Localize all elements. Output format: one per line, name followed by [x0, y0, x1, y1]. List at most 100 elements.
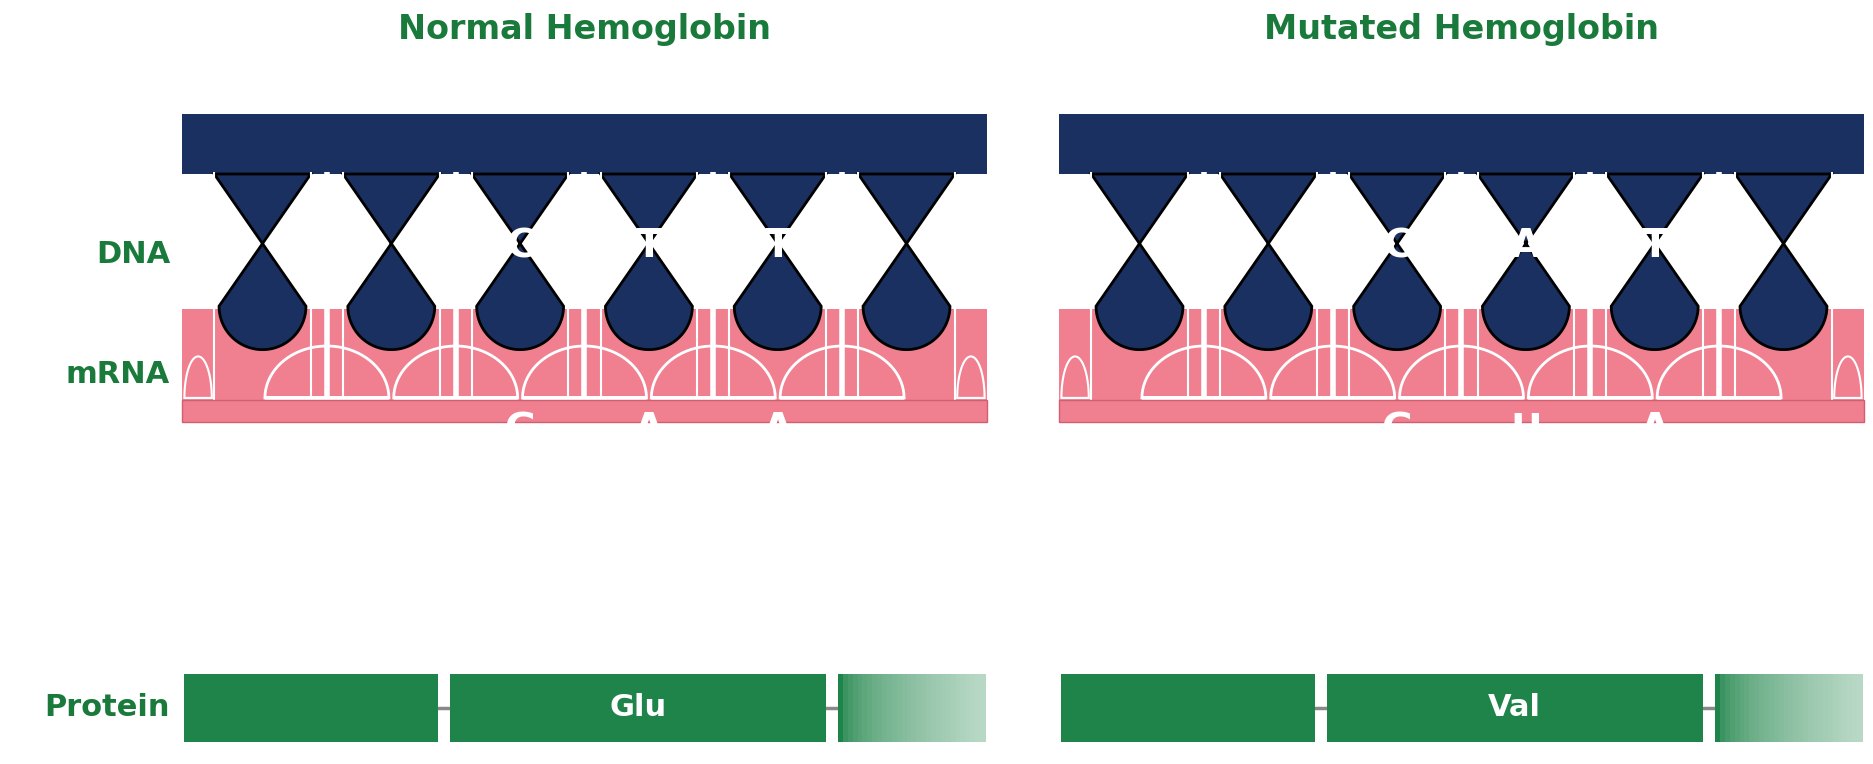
FancyBboxPatch shape: [910, 674, 918, 742]
FancyBboxPatch shape: [1783, 674, 1789, 742]
Polygon shape: [652, 346, 775, 398]
Text: Protein: Protein: [45, 694, 170, 723]
FancyBboxPatch shape: [946, 674, 951, 742]
FancyBboxPatch shape: [1058, 400, 1864, 422]
Text: A: A: [762, 411, 792, 449]
FancyBboxPatch shape: [1826, 674, 1832, 742]
Polygon shape: [264, 346, 390, 398]
FancyBboxPatch shape: [1058, 309, 1864, 422]
Text: mRNA: mRNA: [66, 360, 170, 389]
Polygon shape: [599, 174, 697, 350]
FancyBboxPatch shape: [1837, 674, 1843, 742]
Text: Normal Hemoglobin: Normal Hemoglobin: [397, 12, 770, 46]
FancyBboxPatch shape: [182, 114, 987, 174]
Text: DNA: DNA: [96, 239, 170, 268]
FancyBboxPatch shape: [837, 674, 843, 742]
Text: T: T: [1641, 227, 1667, 265]
FancyBboxPatch shape: [184, 674, 438, 742]
FancyBboxPatch shape: [1326, 674, 1703, 742]
FancyBboxPatch shape: [862, 674, 867, 742]
Text: G: G: [504, 411, 536, 449]
FancyBboxPatch shape: [1792, 674, 1798, 742]
Text: Mutated Hemoglobin: Mutated Hemoglobin: [1262, 12, 1658, 46]
Polygon shape: [1141, 346, 1264, 398]
FancyBboxPatch shape: [961, 674, 966, 742]
FancyBboxPatch shape: [882, 674, 888, 742]
FancyBboxPatch shape: [182, 400, 987, 422]
FancyBboxPatch shape: [1723, 674, 1731, 742]
FancyBboxPatch shape: [182, 309, 987, 422]
FancyBboxPatch shape: [886, 674, 892, 742]
FancyBboxPatch shape: [1822, 674, 1828, 742]
FancyBboxPatch shape: [847, 674, 854, 742]
FancyBboxPatch shape: [907, 674, 912, 742]
FancyBboxPatch shape: [1759, 674, 1764, 742]
FancyBboxPatch shape: [897, 674, 903, 742]
Polygon shape: [393, 346, 517, 398]
FancyBboxPatch shape: [1060, 674, 1313, 742]
Polygon shape: [1060, 357, 1088, 398]
Polygon shape: [1834, 357, 1860, 398]
Text: G: G: [1380, 411, 1412, 449]
Polygon shape: [1399, 346, 1523, 398]
FancyBboxPatch shape: [931, 674, 936, 742]
FancyBboxPatch shape: [450, 674, 826, 742]
FancyBboxPatch shape: [1851, 674, 1858, 742]
FancyBboxPatch shape: [1748, 674, 1755, 742]
Text: U: U: [1510, 411, 1541, 449]
FancyBboxPatch shape: [1847, 674, 1852, 742]
FancyBboxPatch shape: [1856, 674, 1862, 742]
FancyBboxPatch shape: [955, 674, 961, 742]
FancyBboxPatch shape: [1734, 674, 1740, 742]
Polygon shape: [1090, 174, 1187, 350]
FancyBboxPatch shape: [1817, 674, 1822, 742]
FancyBboxPatch shape: [970, 674, 976, 742]
FancyBboxPatch shape: [925, 674, 931, 742]
FancyBboxPatch shape: [1807, 674, 1813, 742]
Polygon shape: [1734, 174, 1830, 350]
FancyBboxPatch shape: [980, 674, 985, 742]
FancyBboxPatch shape: [1768, 674, 1774, 742]
Polygon shape: [1605, 174, 1703, 350]
Polygon shape: [343, 174, 440, 350]
Text: A: A: [633, 411, 663, 449]
Text: T: T: [764, 227, 790, 265]
Polygon shape: [729, 174, 826, 350]
FancyBboxPatch shape: [1753, 674, 1759, 742]
FancyBboxPatch shape: [1787, 674, 1794, 742]
Text: A: A: [1639, 411, 1669, 449]
Text: Glu: Glu: [609, 694, 667, 723]
FancyBboxPatch shape: [877, 674, 882, 742]
FancyBboxPatch shape: [922, 674, 927, 742]
Polygon shape: [523, 346, 646, 398]
Polygon shape: [1656, 346, 1779, 398]
Polygon shape: [214, 174, 311, 350]
FancyBboxPatch shape: [1058, 114, 1864, 174]
FancyBboxPatch shape: [1798, 674, 1804, 742]
FancyBboxPatch shape: [965, 674, 970, 742]
FancyBboxPatch shape: [935, 674, 942, 742]
Polygon shape: [779, 346, 903, 398]
FancyBboxPatch shape: [1762, 674, 1768, 742]
Polygon shape: [1528, 346, 1652, 398]
Text: C: C: [506, 227, 534, 265]
FancyBboxPatch shape: [867, 674, 873, 742]
Polygon shape: [1219, 174, 1317, 350]
FancyBboxPatch shape: [1714, 674, 1719, 742]
FancyBboxPatch shape: [901, 674, 907, 742]
Polygon shape: [957, 357, 983, 398]
FancyBboxPatch shape: [974, 674, 981, 742]
FancyBboxPatch shape: [1841, 674, 1847, 742]
FancyBboxPatch shape: [916, 674, 922, 742]
FancyBboxPatch shape: [1777, 674, 1783, 742]
Text: T: T: [635, 227, 661, 265]
FancyBboxPatch shape: [1811, 674, 1819, 742]
FancyBboxPatch shape: [1729, 674, 1734, 742]
Text: A: A: [1510, 227, 1540, 265]
FancyBboxPatch shape: [1738, 674, 1744, 742]
Polygon shape: [1270, 346, 1394, 398]
Polygon shape: [858, 174, 953, 350]
Polygon shape: [184, 357, 212, 398]
FancyBboxPatch shape: [1774, 674, 1779, 742]
FancyBboxPatch shape: [940, 674, 946, 742]
